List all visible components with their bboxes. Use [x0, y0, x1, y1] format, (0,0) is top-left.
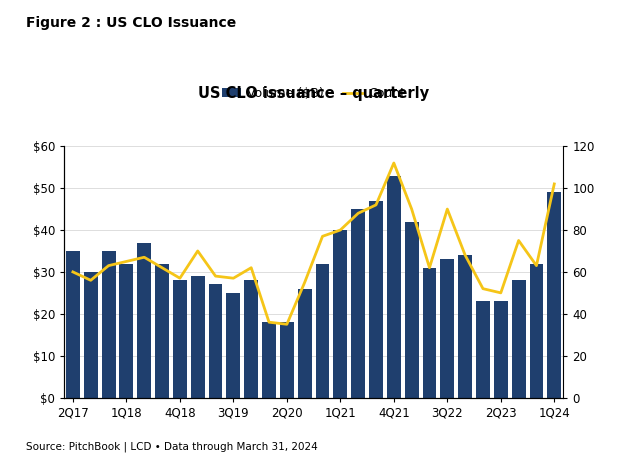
- Bar: [262, 322, 276, 398]
- Bar: [66, 251, 80, 398]
- Bar: [120, 264, 133, 398]
- Bar: [351, 209, 365, 398]
- Bar: [333, 230, 348, 398]
- Bar: [440, 259, 454, 398]
- Bar: [137, 243, 151, 398]
- Bar: [244, 280, 258, 398]
- Bar: [155, 264, 169, 398]
- Bar: [547, 192, 561, 398]
- Bar: [173, 280, 187, 398]
- Bar: [227, 293, 241, 398]
- Bar: [209, 284, 223, 398]
- Bar: [511, 280, 525, 398]
- Bar: [494, 301, 508, 398]
- Bar: [84, 272, 98, 398]
- Bar: [316, 264, 330, 398]
- Bar: [422, 268, 436, 398]
- Bar: [102, 251, 116, 398]
- Text: US CLO issuance – quarterly: US CLO issuance – quarterly: [198, 85, 429, 101]
- Bar: [369, 201, 383, 398]
- Bar: [529, 264, 543, 398]
- Legend: Volume ($B), Count: Volume ($B), Count: [218, 82, 410, 105]
- Bar: [387, 175, 401, 398]
- Bar: [458, 255, 472, 398]
- Bar: [476, 301, 490, 398]
- Text: Source: PitchBook | LCD • Data through March 31, 2024: Source: PitchBook | LCD • Data through M…: [26, 442, 317, 452]
- Bar: [298, 289, 312, 398]
- Bar: [191, 276, 205, 398]
- Bar: [280, 322, 294, 398]
- Bar: [404, 222, 419, 398]
- Text: Figure 2 : US CLO Issuance: Figure 2 : US CLO Issuance: [26, 16, 236, 30]
